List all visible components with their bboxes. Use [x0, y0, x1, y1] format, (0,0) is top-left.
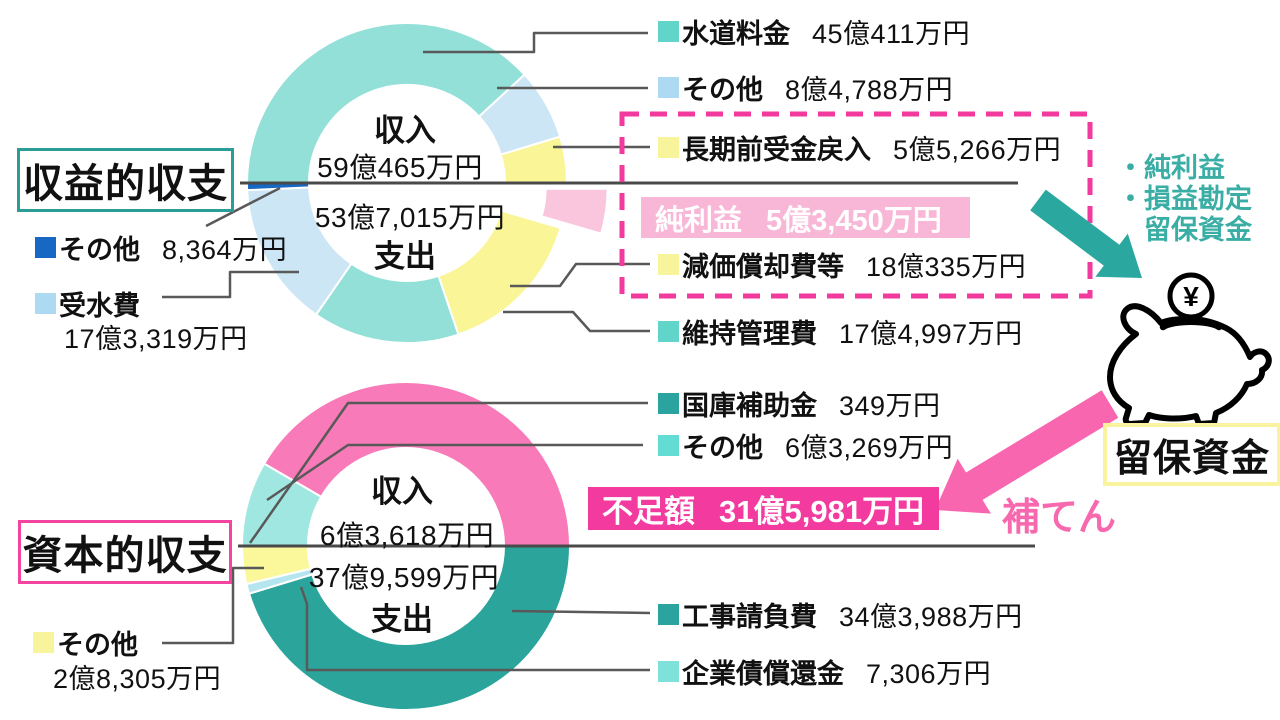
legend-color-square [35, 292, 56, 314]
legend-color-square [658, 20, 679, 42]
title-box-profit-account: 収益的収支 [17, 148, 234, 212]
note-hoten: 補てん [1002, 497, 1117, 539]
legend-label: その他 [59, 234, 140, 265]
center-income-total-profit: 59億465万円 [317, 152, 483, 183]
legend-value: 349万円 [839, 390, 941, 421]
leader-national-subsidy [248, 401, 648, 544]
leader-bond-redemption [299, 586, 650, 672]
center-income-label-profit: 収入 [374, 113, 436, 148]
legend-other-expense-yellow: その他 [33, 626, 138, 660]
legend-other-income-bottom: その他 6億3,269万円 [658, 429, 953, 463]
leader-other-expense-yellow [162, 566, 264, 645]
banner-deficit: 不足額 31億5,981万円 [588, 487, 939, 530]
legend-color-square [33, 631, 54, 653]
legend-water-purchase: 受水費 [35, 287, 140, 321]
donut-profit-account [245, 22, 609, 344]
legend-label: 受水費 [59, 290, 140, 321]
title-box-capital-account: 資本的収支 [18, 520, 232, 584]
legend-label: 企業債償還金 [682, 658, 844, 689]
leader-water-fee [423, 31, 648, 54]
center-income-total-capital: 6億3,618万円 [319, 520, 495, 551]
legend-value: 18億335万円 [866, 251, 1027, 282]
legend-value: 8,364万円 [162, 234, 288, 265]
yen-symbol: ¥ [1183, 281, 1199, 312]
banner-net-profit: 純利益 5億3,450万円 [641, 197, 970, 238]
legend-value: 5億5,266万円 [893, 134, 1062, 165]
legend-color-square [658, 320, 679, 342]
dashed-highlight-box [619, 111, 1093, 299]
leader-lines [162, 31, 651, 672]
center-expense-label-profit: 支出 [374, 239, 436, 274]
legend-other-expense-blue: その他 8,364万円 [35, 231, 287, 265]
pig-body-outline [1107, 303, 1272, 427]
legend-value: 6億3,269万円 [785, 432, 954, 463]
banner-label: 不足額 [602, 494, 695, 529]
legend-water-fee: 水道料金 45億411万円 [658, 15, 970, 49]
center-expense-label-capital: 支出 [371, 602, 433, 637]
legend-label: 水道料金 [682, 18, 790, 49]
legend-color-square [35, 236, 56, 258]
legend-label: その他 [57, 629, 138, 660]
legend-label: 減価償却費等 [682, 251, 844, 282]
legend-label: 工事請負費 [682, 601, 817, 632]
leader-maintenance [503, 310, 650, 333]
leader-other-expense-blue [205, 186, 281, 228]
center-income-label-capital: 収入 [371, 474, 433, 509]
legend-color-square [658, 76, 679, 98]
legend-depreciation: 減価償却費等 18億335万円 [658, 248, 1026, 282]
legend-other-expense-yellow-value: 2億8,305万円 [53, 664, 222, 694]
teal-arrow-icon [1030, 189, 1142, 278]
legend-color-square [658, 136, 679, 158]
leader-depreciation [510, 262, 650, 288]
donut-slice-純利益 [540, 187, 609, 235]
legend-label: 維持管理費 [682, 318, 817, 349]
legend-color-square [658, 392, 679, 414]
legend-longterm-deposit: 長期前受金戻入 5億5,266万円 [658, 131, 1061, 165]
legend-value: 34億3,988万円 [839, 601, 1023, 632]
piggy-bank-icon: ¥ [1107, 272, 1272, 427]
legend-value: 8億4,788万円 [785, 74, 954, 105]
center-expense-total-capital: 37億9,599万円 [308, 562, 500, 593]
legend-maintenance: 維持管理費 17億4,997万円 [658, 315, 1023, 349]
legend-color-square [658, 660, 679, 682]
center-expense-total-profit: 53億7,015万円 [314, 202, 506, 233]
legend-national-subsidy: 国庫補助金 349万円 [658, 387, 941, 421]
reserve-fund-label: 留保資金 [1113, 438, 1270, 480]
pink-arrow-icon [935, 390, 1119, 514]
title-profit-account: 収益的収支 [23, 162, 228, 206]
legend-label: その他 [682, 432, 763, 463]
donut-slice-水道料金 [245, 22, 527, 184]
title-capital-account: 資本的収支 [22, 534, 228, 578]
legend-color-square [658, 253, 679, 275]
reserve-fund-box: 留保資金 [1103, 423, 1280, 486]
legend-color-square [658, 603, 679, 625]
legend-value: 45億411万円 [812, 18, 971, 49]
legend-label: 国庫補助金 [682, 390, 817, 421]
banner-value: 5億3,450万円 [766, 204, 942, 237]
legend-construction: 工事請負費 34億3,988万円 [658, 598, 1023, 632]
banner-label: 純利益 [655, 204, 743, 237]
note-retained-funds: ・純利益 ・損益勘定 留保資金 [1117, 153, 1252, 245]
donut-slice-不足額 [262, 381, 572, 547]
legend-label: 長期前受金戻入 [682, 134, 871, 165]
leader-water-purchase [162, 270, 299, 299]
coin-slot [1159, 318, 1223, 331]
legend-label: その他 [682, 74, 763, 105]
legend-water-purchase-value: 17億3,319万円 [64, 324, 248, 354]
banner-value: 31億5,981万円 [719, 494, 925, 529]
legend-color-square [658, 434, 679, 456]
legend-other-income-top: その他 8億4,788万円 [658, 71, 953, 105]
legend-value: 7,306万円 [866, 658, 992, 689]
legend-bond-redemption: 企業債償還金 7,306万円 [658, 655, 991, 689]
leader-construction [511, 609, 651, 615]
legend-value: 17億4,997万円 [839, 318, 1023, 349]
leader-other-income-bottom [266, 443, 643, 502]
